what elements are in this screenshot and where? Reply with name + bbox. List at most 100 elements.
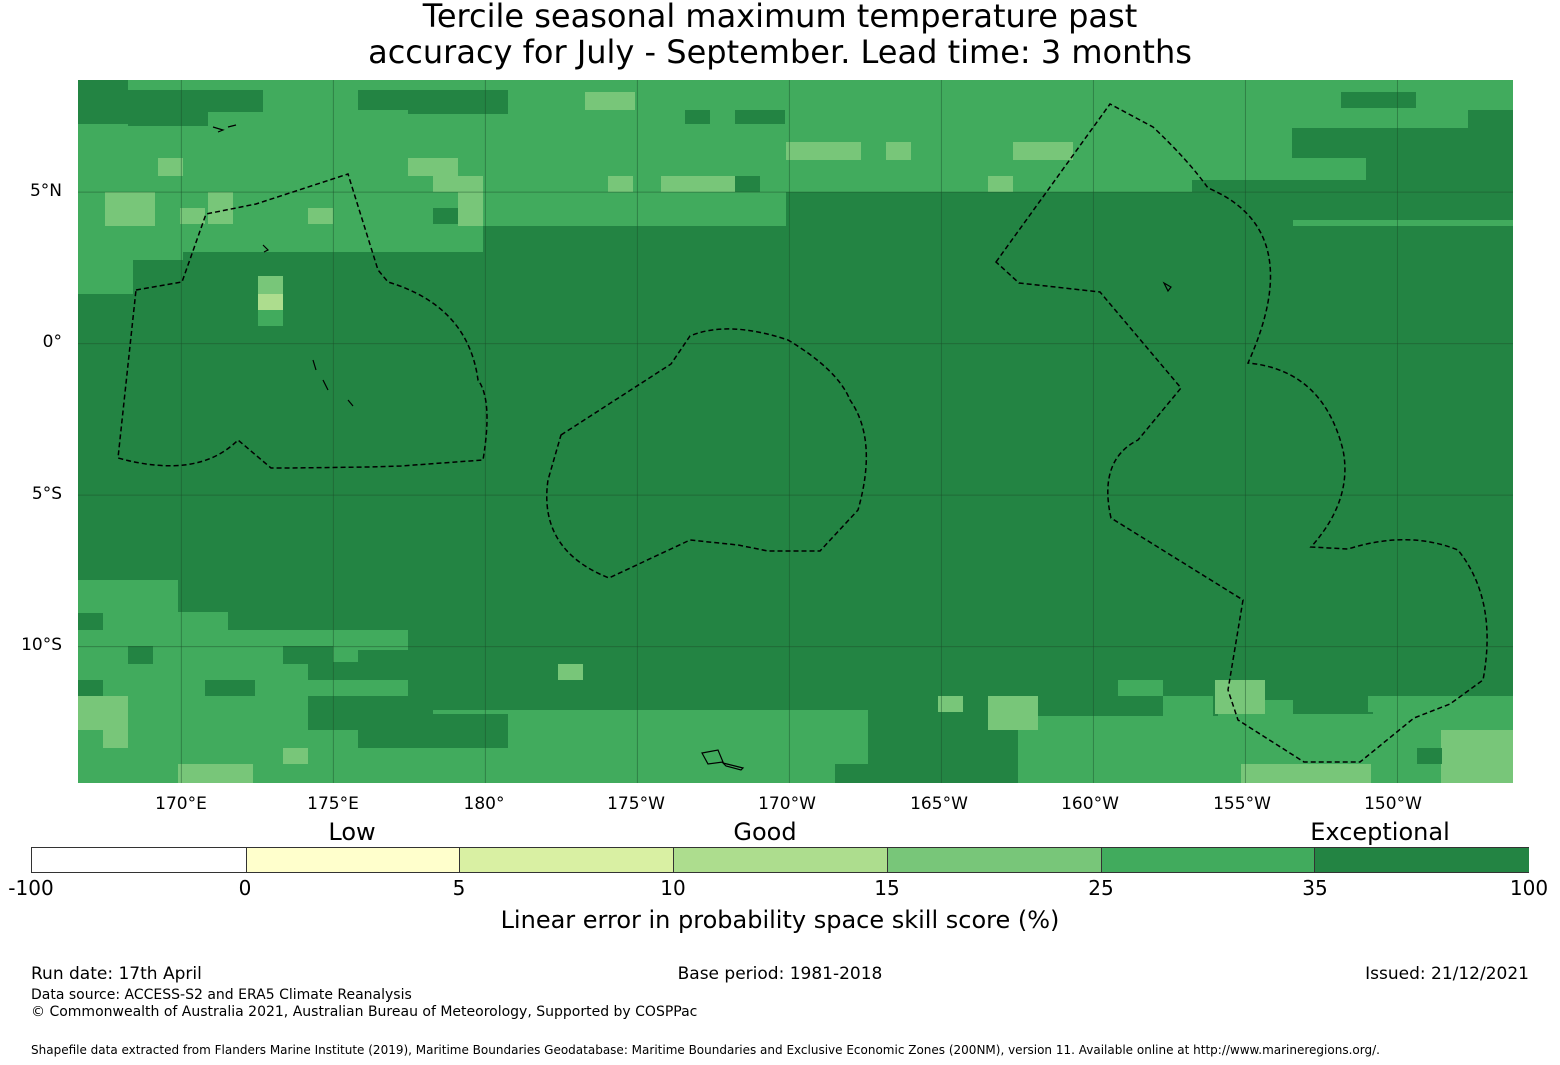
- copyright-notice: © Commonwealth of Australia 2021, Austra…: [31, 1004, 698, 1020]
- skill-cell-1: [78, 80, 128, 124]
- skill-cell-71: [1241, 764, 1371, 783]
- skill-cell-34: [78, 226, 133, 294]
- base-period: Base period: 1981-2018: [677, 964, 883, 984]
- island-tarawa: [262, 244, 270, 253]
- skill-cell-27: [308, 208, 333, 224]
- map-canvas: [78, 80, 1513, 783]
- skill-cell-19: [608, 176, 633, 192]
- skill-cell-33: [786, 192, 1293, 226]
- lon-label-175e: 175°E: [307, 794, 359, 814]
- colorbar-segment-3: [459, 848, 675, 872]
- shapefile-attribution: Shapefile data extracted from Flanders M…: [31, 1043, 1380, 1057]
- colorbar-tick-100: 100: [1509, 876, 1549, 900]
- colorbar-tick-10: 10: [660, 876, 686, 900]
- skill-cell-21: [988, 176, 1013, 192]
- skill-cell-29: [433, 208, 458, 224]
- skill-cell-35: [133, 226, 183, 260]
- skill-cell-22: [735, 176, 760, 192]
- colorbar-segment-4: [673, 848, 888, 872]
- island-marshall-b: [227, 124, 237, 128]
- colorbar-tick-5: 5: [452, 876, 466, 900]
- run-date: Run date: 17th April: [31, 964, 202, 984]
- skill-cell-40: [258, 294, 283, 310]
- island-coastlines: [212, 124, 1172, 771]
- skill-cell-9: [1341, 92, 1416, 108]
- colorbar-segment-5: [886, 848, 1102, 872]
- skill-cell-5: [408, 90, 508, 114]
- skill-cell-59: [358, 714, 508, 748]
- skill-cell-73: [283, 748, 308, 764]
- colorbar: [31, 847, 1529, 873]
- graticule: [78, 80, 1513, 783]
- category-low: Low: [328, 818, 376, 846]
- island-samoa-savaii: [701, 749, 724, 765]
- island-tuvalu-chain: [312, 359, 354, 407]
- skill-cell-68: [938, 696, 963, 712]
- lon-label-180: 180°: [463, 794, 505, 814]
- skill-cell-63: [1215, 680, 1265, 714]
- lon-label-175w: 175°W: [607, 794, 665, 814]
- skill-cell-70: [1441, 730, 1513, 783]
- skill-cell-12: [1292, 128, 1468, 158]
- skill-cell-18: [158, 158, 183, 176]
- lon-label-155w: 155°W: [1213, 794, 1271, 814]
- skill-cell-31: [483, 226, 1513, 256]
- skill-cell-7: [685, 110, 710, 124]
- lat-label-5s: 5°S: [31, 484, 62, 504]
- eez-boundary-samoa-region: [546, 328, 868, 579]
- lon-label-160w: 160°W: [1061, 794, 1119, 814]
- colorbar-segment-6: [1100, 848, 1316, 872]
- colorbar-segment-1: [32, 848, 246, 872]
- data-source: Data source: ACCESS-S2 and ERA5 Climate …: [31, 987, 412, 1003]
- skill-cell-75: [835, 764, 935, 783]
- skill-cell-20: [661, 176, 736, 192]
- island-kiritimati: [1162, 281, 1172, 293]
- skill-cell-6: [585, 92, 635, 110]
- colorbar-label: Linear error in probability space skill …: [500, 906, 1060, 934]
- skill-cell-14: [886, 142, 911, 160]
- skill-cell-4: [358, 90, 408, 110]
- skill-cell-72: [178, 764, 253, 783]
- skill-cell-16: [408, 158, 458, 176]
- skill-cell-8: [735, 110, 785, 124]
- skill-cell-57: [205, 680, 255, 696]
- skill-cell-64: [1293, 696, 1373, 714]
- issued-date: Issued: 21/12/2021: [1365, 964, 1529, 984]
- skill-cell-15: [1013, 142, 1073, 160]
- eez-boundary-tuvalu-kiribati-west: [117, 173, 488, 469]
- skill-cell-10: [1468, 110, 1513, 192]
- colorbar-tick-25: 25: [1088, 876, 1114, 900]
- category-exceptional: Exceptional: [1310, 818, 1450, 846]
- colorbar-tick-0: 0: [238, 876, 252, 900]
- skill-cell-65: [1368, 696, 1513, 712]
- lon-label-170e: 170°E: [155, 794, 207, 814]
- skill-cell-52: [308, 662, 358, 680]
- island-samoa-upolu: [721, 761, 745, 771]
- colorbar-tick-35: 35: [1302, 876, 1328, 900]
- colorbar-tick-minus100: -100: [8, 876, 54, 900]
- lon-label-170w: 170°W: [758, 794, 816, 814]
- skill-cell-28: [458, 192, 483, 226]
- map-title-line-2: accuracy for July - September. Lead time…: [368, 33, 1192, 71]
- eez-boundaries: [117, 103, 1488, 763]
- skill-cell-13: [786, 142, 861, 160]
- colorbar-segment-7: [1314, 848, 1529, 872]
- skill-cell-37: [205, 260, 405, 294]
- skill-cell-43: [103, 580, 153, 614]
- skill-cell-26: [180, 208, 205, 224]
- skill-cell-25: [208, 192, 233, 224]
- skill-cell-24: [105, 192, 155, 226]
- skill-cell-69: [988, 696, 1038, 730]
- skill-cell-46: [178, 612, 228, 630]
- map-title-line-1: Tercile seasonal maximum temperature pas…: [422, 0, 1138, 35]
- lat-label-10s: 10°S: [21, 635, 62, 655]
- skill-cell-17: [433, 176, 483, 192]
- skill-cell-60: [558, 664, 583, 680]
- skill-cell-0: [78, 80, 1513, 192]
- eez-boundary-line-islands: [995, 103, 1488, 763]
- colorbar-tick-15: 15: [874, 876, 900, 900]
- lat-label-0: 0°: [42, 332, 62, 352]
- skill-cell-62: [1163, 696, 1213, 730]
- colorbar-segment-2: [245, 848, 461, 872]
- skill-cell-51: [283, 646, 333, 664]
